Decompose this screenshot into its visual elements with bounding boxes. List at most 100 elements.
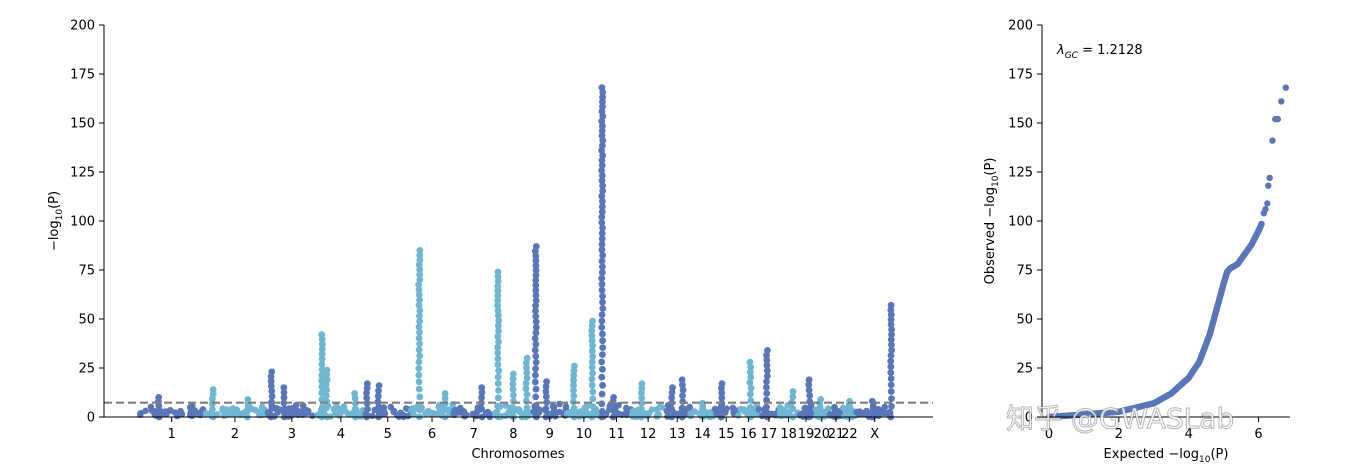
- snp-point: [532, 297, 540, 304]
- chromosome-label: 3: [288, 427, 296, 442]
- snp-point: [888, 395, 895, 402]
- snp-point: [598, 213, 606, 221]
- snp-point: [415, 365, 423, 372]
- snp-point: [888, 341, 895, 349]
- snp-point: [441, 405, 449, 413]
- snp-point: [532, 271, 540, 279]
- snp-point: [509, 386, 517, 393]
- snp-point: [415, 323, 423, 331]
- chromosome-label: 20: [814, 427, 831, 442]
- manhattan-x-axis-label: Chromosomes: [471, 447, 564, 462]
- snp-point: [509, 375, 517, 383]
- chromosome-label: 18: [780, 427, 797, 442]
- snp-point: [658, 404, 666, 411]
- snp-point: [495, 367, 503, 375]
- snp-point: [784, 410, 792, 417]
- snp-point: [598, 324, 606, 331]
- chromosome-label: 4: [337, 427, 345, 442]
- snp-point: [375, 382, 383, 389]
- snp-point: [570, 392, 578, 400]
- snp-point: [495, 338, 502, 346]
- snp-point: [532, 329, 540, 337]
- snp-point: [494, 402, 501, 410]
- qq-point: [1264, 200, 1271, 207]
- snp-point: [599, 263, 606, 271]
- y-tick-label: 25: [1016, 362, 1033, 377]
- snp-point: [505, 408, 512, 416]
- snp-point: [638, 380, 646, 388]
- snp-point: [142, 407, 149, 415]
- snp-point: [599, 292, 606, 300]
- snp-point: [523, 391, 531, 398]
- snp-point: [805, 404, 813, 412]
- qq-x-axis-label: Expected −log10(P): [1104, 447, 1229, 465]
- snp-point: [718, 394, 726, 402]
- snp-point: [478, 389, 486, 396]
- snp-point: [494, 380, 502, 387]
- snp-point: [510, 391, 517, 399]
- x-tick-label: 6: [1254, 427, 1262, 442]
- snp-point: [717, 405, 725, 413]
- snp-point: [746, 379, 754, 387]
- snp-point: [831, 403, 838, 411]
- snp-point: [598, 269, 606, 276]
- snp-point: [509, 404, 517, 412]
- snp-point: [516, 408, 523, 416]
- snp-point: [415, 378, 423, 386]
- snp-point: [598, 229, 606, 237]
- chromosome-label: 13: [669, 427, 686, 442]
- snp-point: [461, 413, 468, 420]
- y-tick-label: 0: [1025, 411, 1033, 426]
- snp-point: [495, 387, 502, 394]
- snp-point: [887, 388, 895, 395]
- snp-point: [523, 374, 531, 382]
- y-tick-label: 0: [87, 411, 95, 426]
- snp-point: [415, 286, 423, 294]
- qq-point: [1282, 84, 1290, 91]
- snp-point: [137, 410, 144, 417]
- snp-point: [351, 390, 358, 397]
- snp-point: [494, 268, 502, 276]
- snp-point: [563, 410, 571, 417]
- snp-point: [887, 321, 895, 328]
- chromosome-label: 15: [718, 427, 735, 442]
- qq-points: [1045, 84, 1290, 421]
- snp-point: [502, 402, 510, 410]
- snp-point: [888, 331, 895, 338]
- snp-point: [280, 394, 288, 401]
- snp-point: [375, 404, 383, 412]
- snp-point: [599, 252, 607, 259]
- snp-point: [887, 316, 895, 323]
- snp-point: [318, 377, 325, 385]
- snp-point: [319, 340, 326, 348]
- snp-point: [763, 390, 771, 397]
- snp-point: [268, 387, 276, 395]
- snp-point: [177, 407, 184, 415]
- snp-point: [562, 403, 570, 411]
- snp-point: [599, 187, 607, 195]
- snp-point: [789, 388, 797, 395]
- snp-point: [494, 394, 502, 402]
- qq-x-ticks: 0 2 4 6: [1045, 417, 1263, 442]
- y-tick-label: 100: [1008, 215, 1033, 230]
- snp-point: [887, 301, 895, 309]
- snp-point: [598, 246, 606, 254]
- snp-point: [887, 357, 895, 365]
- snp-point: [532, 371, 539, 379]
- snp-point: [778, 412, 785, 420]
- snp-point: [543, 378, 550, 386]
- snp-point: [171, 409, 179, 416]
- snp-point: [599, 93, 606, 101]
- snp-point: [509, 380, 517, 388]
- snp-point: [416, 352, 424, 360]
- snp-point: [416, 340, 423, 348]
- snp-point: [588, 347, 596, 355]
- y-tick-label: 175: [1008, 68, 1033, 83]
- snp-point: [817, 396, 825, 403]
- chromosome-label: 16: [740, 427, 757, 442]
- snp-point: [747, 363, 755, 371]
- snp-point: [494, 292, 502, 300]
- snp-point: [598, 203, 606, 211]
- snp-point: [532, 281, 540, 289]
- snp-point: [599, 224, 606, 232]
